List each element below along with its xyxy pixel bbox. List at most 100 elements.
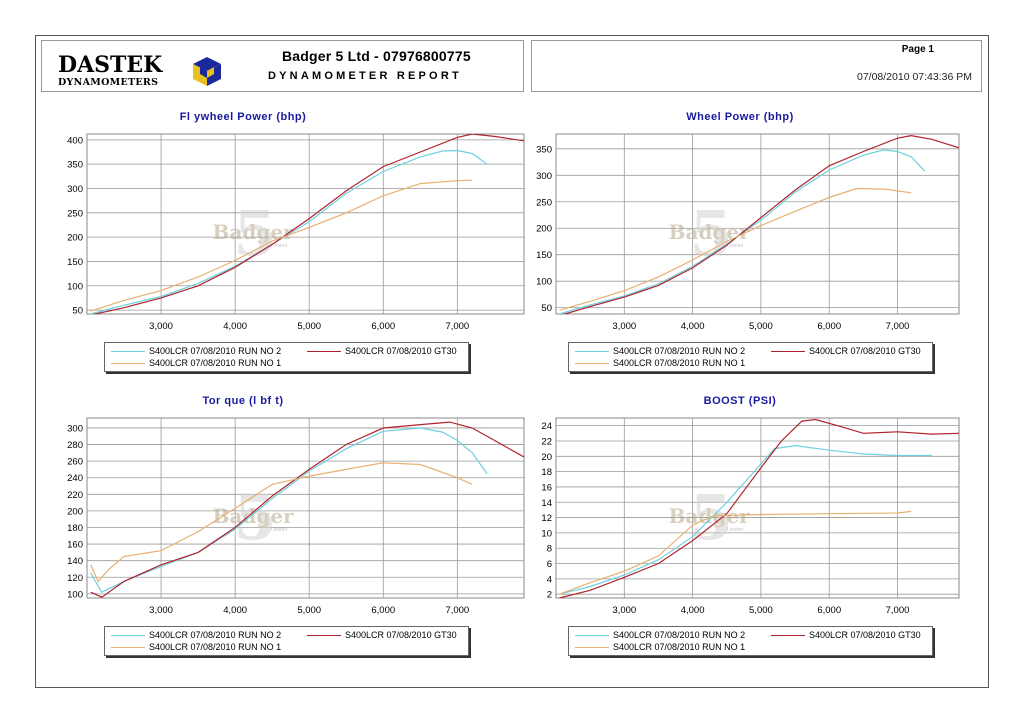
series-line — [90, 149, 488, 314]
y-tick-label: 2 — [547, 590, 552, 601]
y-tick-label: 150 — [536, 250, 552, 261]
x-tick-label: 6,000 — [817, 321, 841, 332]
series-line — [559, 510, 912, 595]
legend-item: S400LCR 07/08/2010 RUN NO 2 — [111, 629, 281, 641]
x-tick-label: 6,000 — [371, 321, 395, 332]
page-label: Page 1 — [901, 44, 934, 55]
svg-text:Badger: Badger — [213, 220, 295, 244]
legend-item: S400LCR 07/08/2010 RUN NO 1 — [575, 357, 745, 369]
svg-text:Badger: Badger — [213, 504, 295, 528]
legend-flywheel: S400LCR 07/08/2010 RUN NO 2 S400LCR 07/0… — [104, 342, 469, 372]
x-tick-label: 7,000 — [445, 605, 469, 616]
chart-title: BOOST (PSI) — [704, 395, 777, 407]
legend-item: S400LCR 07/08/2010 GT30 — [307, 629, 457, 641]
logo-text-bottom: DYNAMOMETERS — [58, 77, 158, 88]
series-line — [559, 418, 959, 598]
x-tick-label: 4,000 — [223, 605, 247, 616]
legend-item: S400LCR 07/08/2010 RUN NO 1 — [111, 641, 281, 653]
y-tick-label: 18 — [541, 467, 552, 478]
series-line — [90, 179, 473, 312]
y-tick-label: 350 — [536, 144, 552, 155]
report-datetime: 07/08/2010 07:43:36 PM — [856, 71, 972, 83]
y-tick-label: 200 — [67, 506, 83, 517]
legend-wheel: S400LCR 07/08/2010 RUN NO 2 S400LCR 07/0… — [568, 342, 933, 372]
svg-text:5: 5 — [233, 481, 276, 554]
y-tick-label: 120 — [67, 573, 83, 584]
x-tick-label: 5,000 — [749, 605, 773, 616]
x-tick-label: 5,000 — [749, 321, 773, 332]
y-tick-label: 280 — [67, 440, 83, 451]
y-tick-label: 8 — [547, 544, 552, 555]
x-tick-label: 4,000 — [681, 605, 705, 616]
y-tick-label: 300 — [67, 184, 83, 195]
y-tick-label: 24 — [541, 421, 552, 432]
series-line — [559, 149, 926, 314]
y-tick-label: 50 — [72, 306, 83, 317]
y-tick-label: 100 — [67, 589, 83, 600]
legend-item: S400LCR 07/08/2010 RUN NO 2 — [575, 629, 745, 641]
y-tick-label: 220 — [67, 490, 83, 501]
legend-torque: S400LCR 07/08/2010 RUN NO 2 S400LCR 07/0… — [104, 626, 469, 656]
y-tick-label: 14 — [541, 498, 552, 509]
plot-area — [86, 417, 525, 599]
svg-text:Limited: Limited — [271, 243, 287, 249]
y-tick-label: 22 — [541, 436, 552, 447]
svg-text:Limited: Limited — [727, 243, 743, 249]
y-tick-label: 16 — [541, 482, 552, 493]
y-tick-label: 200 — [67, 233, 83, 244]
x-tick-label: 7,000 — [445, 321, 469, 332]
report-title: DYNAMOMETER REPORT — [268, 70, 462, 82]
y-tick-label: 140 — [67, 556, 83, 567]
y-tick-label: 10 — [541, 528, 552, 539]
x-tick-label: 7,000 — [886, 605, 910, 616]
y-tick-label: 12 — [541, 513, 552, 524]
y-tick-label: 20 — [541, 452, 552, 463]
legend-item: S400LCR 07/08/2010 RUN NO 1 — [575, 641, 745, 653]
logo-cube-icon — [193, 57, 221, 86]
report-header-left: DASTEK DYNAMOMETERS Badger 5 Ltd - 07976… — [41, 40, 524, 92]
y-tick-label: 150 — [67, 257, 83, 268]
y-tick-label: 400 — [67, 135, 83, 146]
torque-chart: Tor que (l bf t) 100 120 140 160 180 200 220 240… — [67, 395, 525, 616]
x-tick-label: 5,000 — [297, 321, 321, 332]
plot-area — [555, 133, 960, 315]
legend-item: S400LCR 07/08/2010 GT30 — [771, 345, 921, 357]
company-name: Badger 5 Ltd - 07976800775 — [282, 48, 471, 64]
svg-text:Limited: Limited — [727, 527, 743, 533]
x-tick-label: 7,000 — [886, 321, 910, 332]
y-tick-label: 160 — [67, 540, 83, 551]
plot-area — [555, 417, 960, 599]
logo-text-top: DASTEK — [58, 52, 163, 78]
legend-item: S400LCR 07/08/2010 RUN NO 1 — [111, 357, 281, 369]
y-tick-label: 200 — [536, 224, 552, 235]
report-header-right: Page 1 07/08/2010 07:43:36 PM — [531, 40, 982, 92]
dastek-logo: DASTEK DYNAMOMETERS — [56, 50, 226, 90]
series-line — [559, 187, 912, 311]
series-line — [90, 462, 473, 583]
y-tick-label: 100 — [536, 277, 552, 288]
legend-boost: S400LCR 07/08/2010 RUN NO 2 S400LCR 07/0… — [568, 626, 933, 656]
x-tick-label: 5,000 — [297, 605, 321, 616]
y-tick-label: 260 — [67, 457, 83, 468]
x-tick-label: 3,000 — [612, 605, 636, 616]
x-tick-label: 3,000 — [149, 605, 173, 616]
x-tick-label: 6,000 — [817, 605, 841, 616]
legend-item: S400LCR 07/08/2010 RUN NO 2 — [575, 345, 745, 357]
x-tick-label: 3,000 — [149, 321, 173, 332]
svg-text:Badger: Badger — [669, 504, 751, 528]
y-tick-label: 350 — [67, 160, 83, 171]
flywheel-power-chart: Fl ywheel Power (bhp) 50 100 150 200 250 300 35… — [67, 111, 525, 332]
legend-item: S400LCR 07/08/2010 GT30 — [307, 345, 457, 357]
chart-title: Fl ywheel Power (bhp) — [180, 111, 307, 123]
y-tick-label: 300 — [536, 171, 552, 182]
y-tick-label: 6 — [547, 559, 552, 570]
x-tick-label: 3,000 — [612, 321, 636, 332]
y-tick-label: 180 — [67, 523, 83, 534]
x-tick-label: 4,000 — [223, 321, 247, 332]
series-line — [562, 134, 959, 314]
legend-item: S400LCR 07/08/2010 RUN NO 2 — [111, 345, 281, 357]
y-tick-label: 4 — [547, 574, 552, 585]
x-tick-label: 6,000 — [371, 605, 395, 616]
